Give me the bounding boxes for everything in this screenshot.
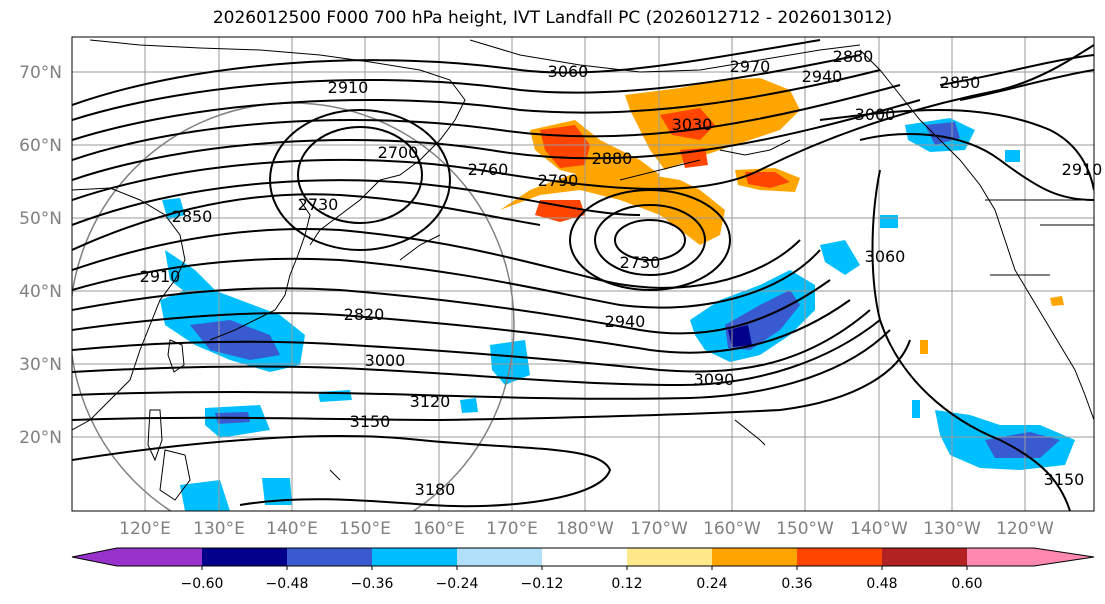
lat-label: 70°N (19, 63, 62, 83)
ivt-positive-area (1050, 296, 1064, 306)
contour-label: 3150 (1044, 470, 1085, 489)
lon-label: 160°E (413, 519, 465, 539)
lon-label: 150°W (776, 519, 834, 539)
lat-label: 20°N (19, 428, 62, 448)
coastlines (72, 39, 1094, 501)
height-contours (72, 39, 1094, 511)
lon-label: 170°E (486, 519, 538, 539)
ivt-negative-area (460, 398, 478, 413)
lat-label: 30°N (19, 355, 62, 375)
contour-label: 3180 (415, 480, 456, 499)
colorbar-tick-label: −0.48 (266, 576, 309, 592)
colorbar-tick-label: −0.60 (181, 576, 224, 592)
ivt-negative-area (1005, 150, 1020, 162)
ivt-negative-core (985, 432, 1060, 458)
lon-label: 170°W (630, 519, 688, 539)
map-border (71, 36, 1095, 512)
colorbar-segment (797, 548, 882, 566)
ivt-negative-core (728, 325, 752, 347)
colorbar-segment (202, 548, 287, 566)
contour-label: 2850 (940, 73, 981, 92)
colorbar-extend-max (1034, 548, 1094, 566)
colorbar-tick-label: −0.36 (351, 576, 394, 592)
colorbar-tick-label: −0.12 (521, 576, 564, 592)
colorbar-outline (71, 547, 1095, 567)
contour-label: 3000 (855, 105, 896, 124)
colorbar-segment (117, 548, 202, 566)
contour-label: 3120 (410, 392, 451, 411)
contour-label: 3150 (350, 412, 391, 431)
ivt-positive-area (920, 340, 928, 354)
contour-labels: 2910 3060 2970 2880 2940 2850 2700 2760 … (140, 47, 1103, 499)
contour-label: 2790 (538, 171, 579, 190)
colorbar-segment (627, 548, 712, 566)
contour-label: 2880 (833, 47, 874, 66)
longitude-labels: 120°E 130°E 140°E 150°E 160°E 170°E 180°… (119, 519, 1054, 539)
contour-label: 2730 (298, 195, 339, 214)
contour-label: 3060 (865, 247, 906, 266)
lon-label: 150°E (339, 519, 391, 539)
contour-label: 2880 (592, 149, 633, 168)
colorbar: −0.60 −0.48 −0.36 −0.24 −0.12 0.12 0.24 … (71, 547, 1095, 592)
lon-label: 140°W (850, 519, 908, 539)
ivt-negative-area (490, 340, 530, 385)
lon-label: 120°W (996, 519, 1054, 539)
colorbar-segment (287, 548, 372, 566)
contour-label: 2940 (802, 67, 843, 86)
colorbar-tick-label: 0.36 (781, 576, 812, 592)
ivt-negative-area (165, 250, 215, 300)
contour-label: 2760 (468, 160, 509, 179)
colorbar-tick-label: 0.12 (611, 576, 642, 592)
colorbar-segment (372, 548, 457, 566)
figure-title: 2026012500 F000 700 hPa height, IVT Land… (212, 8, 893, 28)
lon-label: 160°W (703, 519, 761, 539)
contour-label: 2910 (140, 267, 181, 286)
colorbar-tick-label: 0.48 (866, 576, 897, 592)
contour-label: 3000 (365, 351, 406, 370)
colorbar-segment (967, 548, 1034, 566)
colorbar-segment (882, 548, 967, 566)
contour-label: 3030 (672, 115, 713, 134)
colorbar-tick-label: 0.60 (951, 576, 982, 592)
ivt-negative-area (262, 478, 292, 505)
lat-label: 50°N (19, 209, 62, 229)
colorbar-segment (457, 548, 542, 566)
contour-label: 2910 (328, 78, 369, 97)
contour-label: 2910 (1062, 160, 1103, 179)
lon-label: 130°E (193, 519, 245, 539)
lon-label: 130°W (923, 519, 981, 539)
contour-label: 3090 (694, 370, 735, 389)
colorbar-extend-min (72, 548, 117, 566)
ivt-negative-area (880, 215, 898, 228)
lon-label: 140°E (266, 519, 318, 539)
contour-label: 2700 (378, 143, 419, 162)
lon-label: 120°E (119, 519, 171, 539)
colorbar-tick-label: −0.24 (436, 576, 479, 592)
colorbar-segment (542, 548, 627, 566)
ivt-negative-area (820, 240, 860, 275)
contour-label: 2970 (730, 57, 771, 76)
contour-label: 3060 (548, 62, 589, 81)
ivt-positive-core (535, 200, 585, 222)
colorbar-segment (712, 548, 797, 566)
ivt-negative-core (190, 320, 280, 360)
latitude-labels: 70°N 60°N 50°N 40°N 30°N 20°N (19, 63, 62, 448)
contour-label: 2730 (620, 253, 661, 272)
lat-label: 40°N (19, 282, 62, 302)
lon-label: 180°W (556, 519, 614, 539)
contour-label: 2820 (344, 305, 385, 324)
ivt-positive-core (745, 172, 790, 188)
colorbar-tick-label: 0.24 (696, 576, 727, 592)
contour-label: 2940 (605, 312, 646, 331)
ivt-negative-area (912, 400, 920, 418)
colorbar-ticks (201, 566, 968, 570)
lat-label: 60°N (19, 136, 62, 156)
contour-label: 2850 (172, 207, 213, 226)
ivt-negative-area (180, 480, 230, 511)
